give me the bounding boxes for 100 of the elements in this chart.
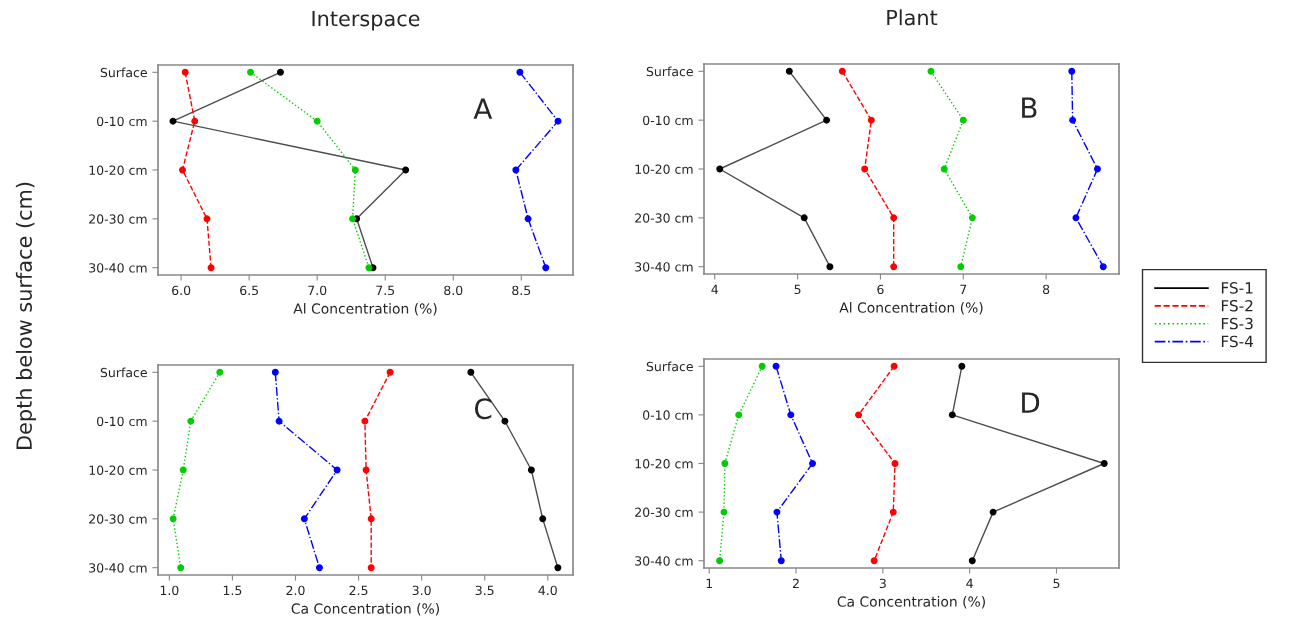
- point: [275, 417, 283, 425]
- point: [191, 117, 199, 125]
- x-tick-label: 8: [1042, 284, 1050, 295]
- x-tick-label: 1.5: [223, 585, 242, 596]
- point: [927, 67, 935, 75]
- x-axis-title: Al Concentration (%): [293, 303, 437, 316]
- point: [735, 411, 743, 419]
- y-tick-label: Surface: [646, 66, 693, 77]
- legend-label: FS-2: [1221, 299, 1253, 312]
- y-tick-label: 20-30 cm: [635, 213, 693, 223]
- point: [721, 460, 729, 467]
- point: [948, 411, 956, 419]
- point: [716, 165, 724, 173]
- x-tick-label: 7: [960, 284, 967, 294]
- point: [362, 466, 370, 474]
- point: [968, 557, 976, 565]
- point: [870, 557, 878, 565]
- point: [247, 68, 254, 76]
- point: [1072, 214, 1080, 222]
- point: [1099, 263, 1107, 271]
- point: [758, 362, 766, 370]
- point: [386, 368, 394, 376]
- point: [351, 166, 359, 174]
- point: [1068, 67, 1076, 75]
- point: [203, 215, 211, 223]
- point: [554, 564, 562, 572]
- point: [179, 466, 187, 474]
- legend-label: FS-1: [1221, 282, 1253, 294]
- point: [516, 68, 524, 76]
- annotation: A: [473, 98, 493, 119]
- x-tick-label: 5: [794, 284, 801, 295]
- point: [1093, 165, 1101, 173]
- x-axis-title: Ca Concentration (%): [291, 603, 439, 616]
- x-tick-label: 4: [711, 284, 719, 294]
- point: [181, 68, 189, 76]
- y-tick-label: Surface: [100, 67, 147, 78]
- point: [333, 466, 341, 474]
- x-tick-label: 2.0: [286, 585, 305, 596]
- point: [838, 67, 846, 75]
- point: [716, 557, 724, 565]
- x-axis-title: Ca Concentration (%): [837, 596, 985, 609]
- point: [187, 417, 195, 425]
- point: [542, 264, 550, 272]
- y-tick-label: 0-10 cm: [643, 410, 693, 420]
- point: [177, 564, 185, 572]
- y-tick-label: 0-10 cm: [97, 116, 147, 127]
- point: [169, 117, 177, 125]
- point: [402, 166, 410, 174]
- point: [890, 362, 898, 370]
- point: [554, 117, 562, 125]
- y-tick-label: 30-40 cm: [635, 556, 693, 566]
- y-tick-label: 20-30 cm: [89, 214, 147, 224]
- y-axis-title: Depth below surface (cm): [15, 182, 37, 449]
- x-tick-label: 2.5: [349, 585, 368, 596]
- x-tick-label: 7.0: [308, 285, 327, 296]
- point: [940, 165, 948, 173]
- chart-title: Plant: [887, 9, 938, 26]
- legend-label: FS-3: [1221, 317, 1253, 330]
- y-tick-label: 0-10 cm: [643, 115, 693, 126]
- point: [367, 515, 375, 523]
- y-tick-label: 10-20 cm: [89, 465, 147, 475]
- point: [539, 515, 547, 523]
- x-tick-label: 2: [792, 578, 799, 588]
- point: [527, 466, 535, 474]
- y-tick-label: Surface: [100, 367, 147, 378]
- point: [867, 116, 875, 124]
- point: [365, 264, 373, 272]
- x-tick-label: 4: [966, 578, 973, 588]
- x-tick-label: 1: [706, 578, 713, 588]
- point: [349, 215, 357, 223]
- x-tick-label: 6.0: [172, 285, 191, 296]
- point: [179, 166, 186, 174]
- point: [809, 460, 816, 467]
- x-tick-label: 7.5: [376, 285, 395, 296]
- point: [313, 117, 321, 125]
- y-tick-label: 10-20 cm: [89, 165, 147, 175]
- point: [957, 263, 965, 271]
- x-tick-label: 6.5: [240, 285, 259, 296]
- annotation: D: [1022, 392, 1040, 413]
- chart-title: Interspace: [312, 10, 420, 31]
- point: [889, 508, 897, 516]
- point: [524, 215, 532, 223]
- point: [773, 508, 781, 516]
- point: [958, 362, 966, 370]
- x-tick-label: 4.0: [538, 585, 557, 596]
- x-tick-label: 8.5: [512, 285, 531, 296]
- point: [216, 368, 224, 376]
- point: [989, 508, 997, 516]
- point: [777, 557, 785, 565]
- y-tick-label: 10-20 cm: [635, 458, 693, 469]
- point: [968, 214, 976, 222]
- y-tick-label: 20-30 cm: [89, 514, 147, 524]
- point: [823, 116, 831, 124]
- y-tick-label: Surface: [646, 361, 693, 372]
- x-tick-label: 3: [879, 578, 886, 589]
- x-axis-title: Al Concentration (%): [839, 302, 983, 315]
- point: [361, 417, 369, 425]
- x-tick-label: 3.5: [475, 585, 494, 596]
- point: [169, 515, 177, 523]
- point: [826, 263, 834, 271]
